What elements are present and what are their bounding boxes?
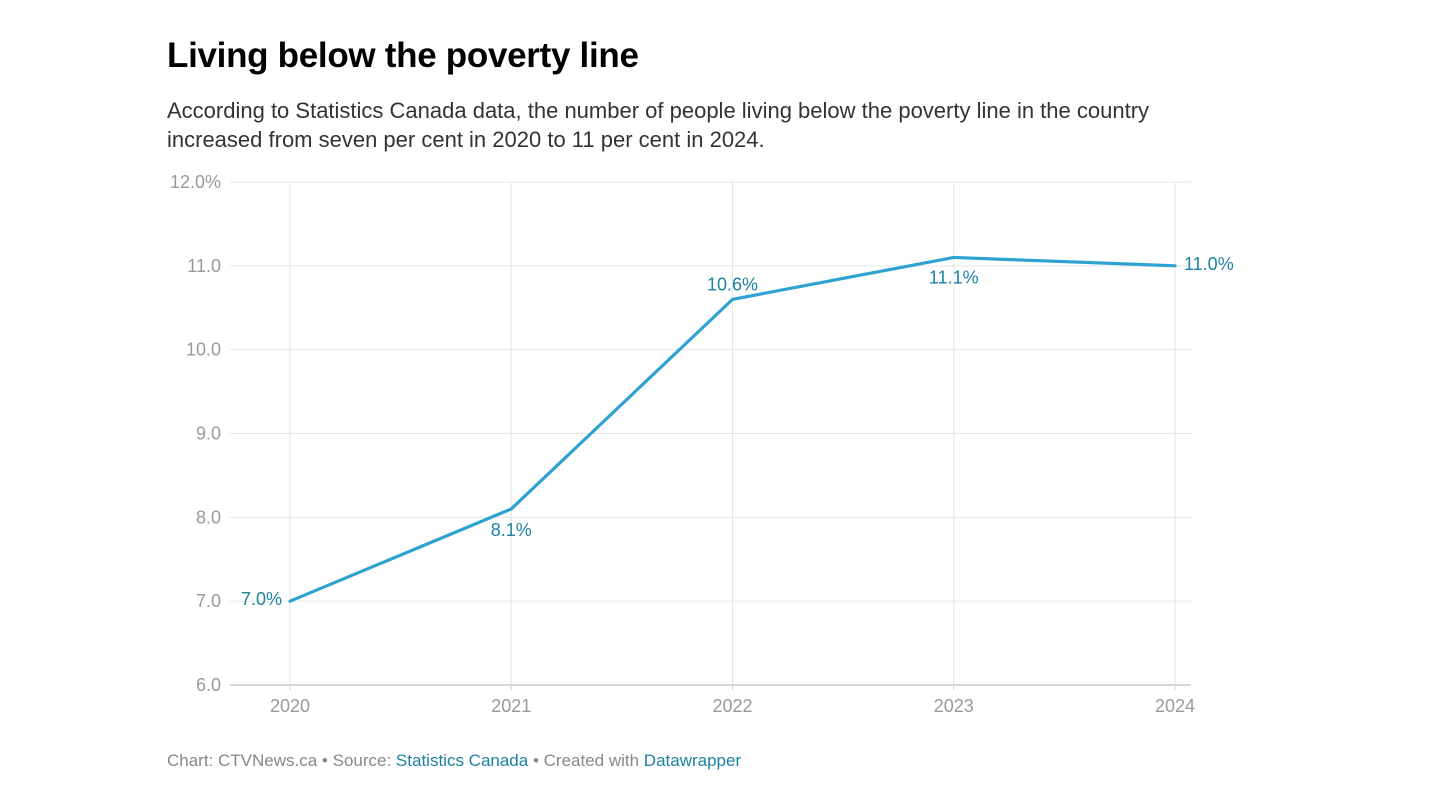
series-lines — [288, 255, 1177, 603]
y-tick-label: 10.0 — [186, 340, 221, 360]
created-prefix: Created with — [543, 751, 644, 770]
y-tick-label: 12.0% — [170, 172, 221, 192]
data-label: 11.1% — [929, 267, 979, 287]
x-tick-label: 2022 — [712, 696, 752, 716]
chart-title: Living below the poverty line — [167, 36, 639, 75]
data-label: 11.0% — [1184, 254, 1234, 274]
y-axis-ticks: 6.0 7.0 8.0 9.0 10.0 11.0 12.0% — [170, 172, 221, 695]
data-label: 7.0% — [241, 589, 282, 609]
data-labels: 7.0% 8.1% 10.6% 11.1% 11.0% — [241, 254, 1234, 609]
y-tick-label: 6.0 — [196, 675, 221, 695]
source-prefix: Source: — [332, 751, 396, 770]
y-tick-label: 9.0 — [196, 424, 221, 444]
source-link[interactable]: Statistics Canada — [395, 751, 529, 770]
data-label: 8.1% — [491, 520, 532, 540]
y-tick-label: 7.0 — [196, 591, 221, 611]
y-tick-label: 8.0 — [196, 507, 221, 527]
y-gridlines — [230, 181, 1191, 686]
series-line — [288, 255, 1177, 603]
data-label: 10.6% — [707, 274, 758, 294]
x-tick-label: 2023 — [934, 696, 974, 716]
y-tick-label: 11.0 — [187, 256, 221, 276]
chart-subtitle: According to Statistics Canada data, the… — [167, 98, 1150, 152]
chart-credit: Chart: CTVNews.ca — [167, 751, 318, 770]
x-axis-ticks: 2020 2021 2022 2023 2024 — [270, 685, 1195, 716]
x-tick-label: 2024 — [1155, 696, 1195, 716]
x-tick-label: 2021 — [491, 696, 531, 716]
x-tick-label: 2020 — [270, 696, 310, 716]
footer-separator: • — [528, 751, 544, 770]
chart-footer: Chart: CTVNews.ca • Source: Statistics C… — [167, 751, 741, 771]
datawrapper-link[interactable]: Datawrapper — [643, 751, 742, 770]
footer-separator: • — [317, 751, 333, 770]
